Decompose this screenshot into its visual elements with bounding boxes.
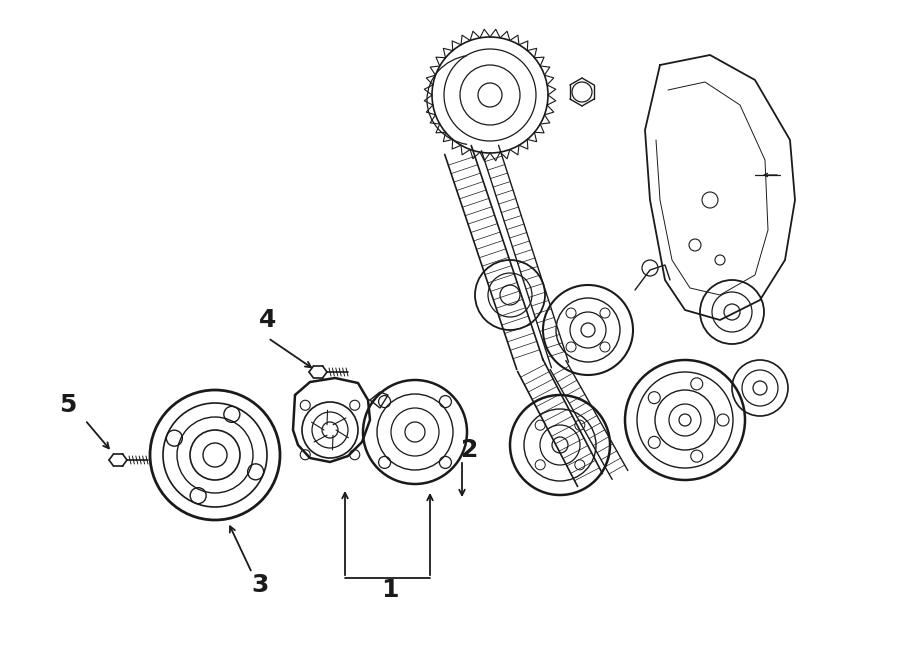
Text: 5: 5: [59, 393, 76, 417]
Text: 1: 1: [382, 578, 399, 602]
Text: 3: 3: [251, 573, 269, 597]
Text: 4: 4: [259, 308, 276, 332]
Text: 2: 2: [462, 438, 479, 462]
